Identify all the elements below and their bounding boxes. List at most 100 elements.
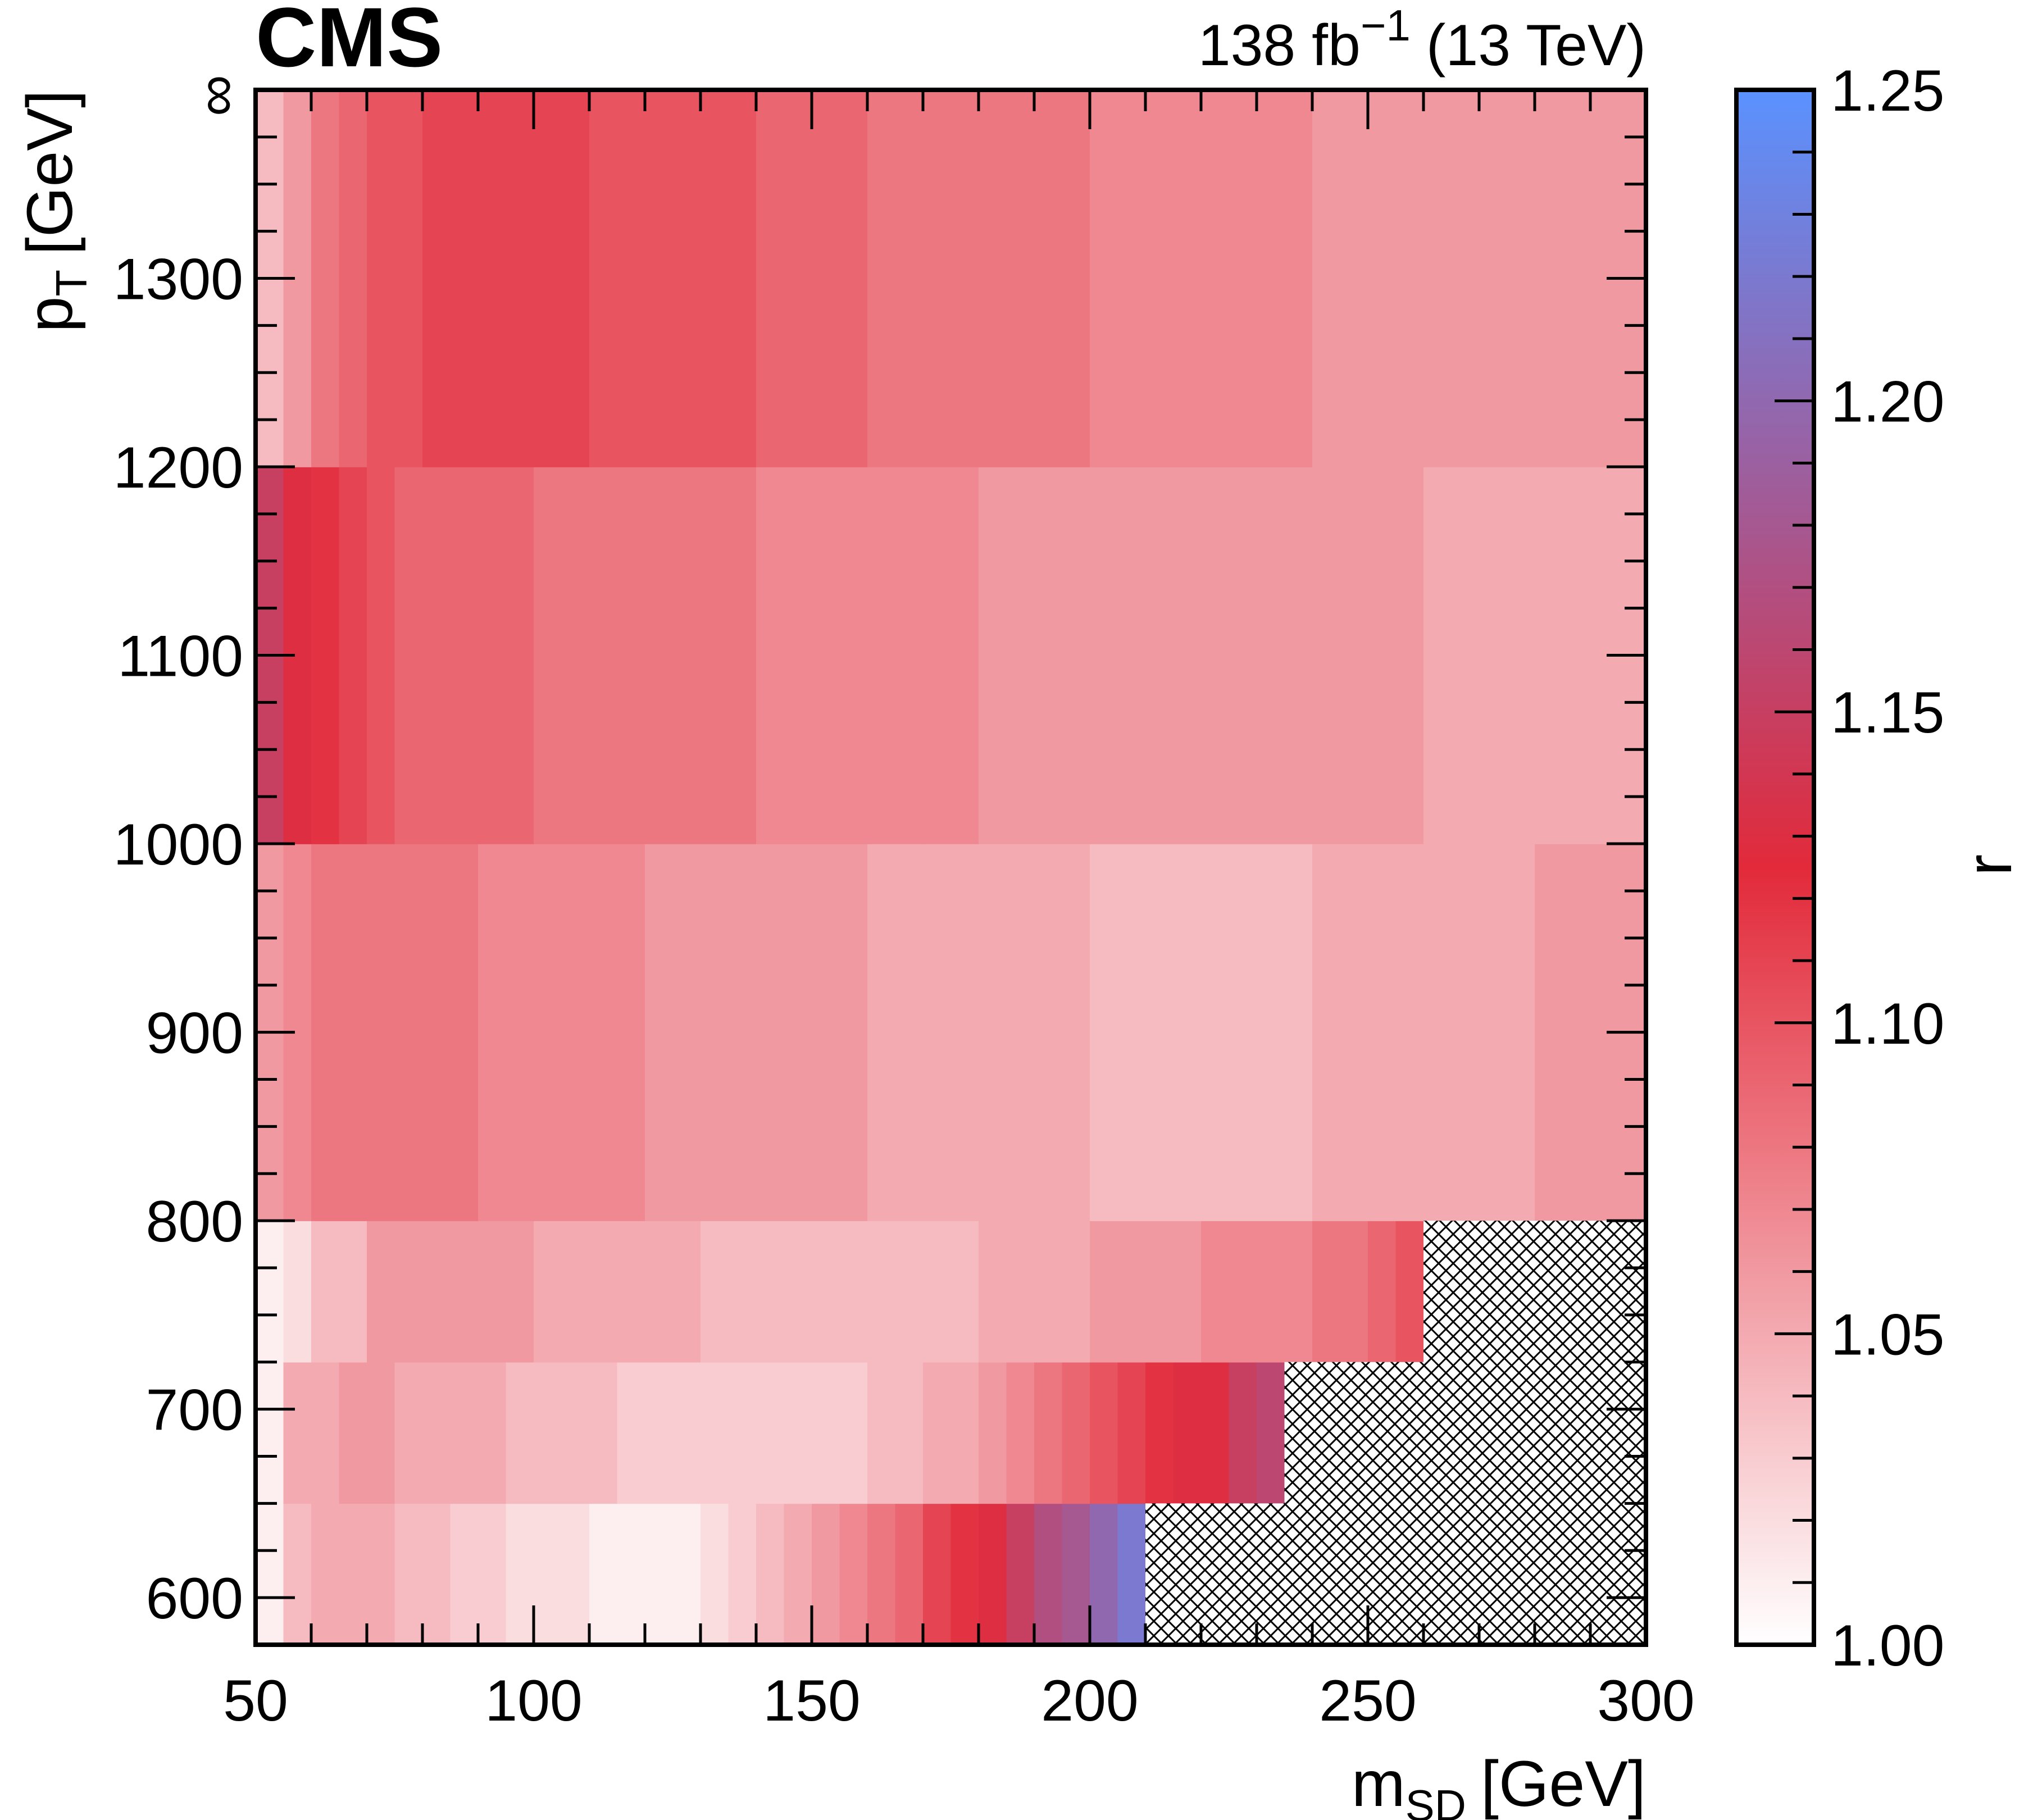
heatmap-cell <box>1034 1503 1063 1645</box>
heatmap-cell <box>1201 90 1313 467</box>
heatmap-cell <box>367 844 423 1221</box>
heatmap-cell <box>256 1362 284 1504</box>
heatmap-cell <box>1423 90 1535 467</box>
heatmap-cell <box>1201 467 1313 844</box>
y-tick-label: 800 <box>145 1189 243 1254</box>
heatmap-cell <box>979 1221 1035 1363</box>
heatmap-cell <box>1090 844 1202 1221</box>
heatmap-cell <box>617 1362 674 1504</box>
heatmap-cell <box>1062 1362 1090 1504</box>
heatmap-cell <box>979 1503 1007 1645</box>
lumi-label: 138 fb−1 (13 TeV) <box>1198 1 1646 78</box>
heatmap-cell <box>589 467 645 844</box>
heatmap-cell <box>422 90 479 467</box>
heatmap-cell <box>979 90 1090 467</box>
heatmap-cell <box>812 90 868 467</box>
heatmap-cell <box>1090 1221 1146 1363</box>
heatmap-cell <box>339 1503 367 1645</box>
heatmap-cell <box>1117 1503 1146 1645</box>
heatmap-cell <box>534 844 590 1221</box>
y-axis-title-sub: T <box>47 270 96 297</box>
heatmap-cell <box>950 1503 979 1645</box>
heatmap-cell <box>645 90 701 467</box>
x-axis-title-unit: [GeV] <box>1481 1748 1646 1820</box>
colorbar-title: r <box>1953 854 2024 876</box>
heatmap-cell <box>1312 1221 1341 1363</box>
heatmap-cell <box>311 1221 367 1363</box>
heatmap-cell <box>1145 1362 1174 1504</box>
heatmap-cell <box>534 1221 590 1363</box>
heatmap-cell <box>923 1362 952 1504</box>
heatmap-cell <box>589 90 645 467</box>
y-axis-title: pT [GeV] <box>14 90 96 333</box>
heatmap-cell <box>1117 1362 1146 1504</box>
heatmap-cell <box>450 1362 507 1504</box>
heatmap-cell <box>394 1362 451 1504</box>
heatmap-cell <box>422 844 479 1221</box>
heatmap-cell <box>506 1362 562 1504</box>
heatmap-cell <box>311 1503 340 1645</box>
heatmap-cell <box>1312 90 1424 467</box>
heatmap-cell <box>645 1221 701 1363</box>
heatmap-cell <box>367 90 395 467</box>
colorbar-tick-labels: 1.00 1.05 1.10 1.15 1.20 1.25 <box>1831 58 1944 1678</box>
heatmap-cell <box>867 1221 979 1363</box>
heatmap-cell <box>506 1503 534 1645</box>
x-tick-label: 300 <box>1597 1668 1695 1733</box>
heatmap-cell <box>339 90 367 467</box>
x-tick-label: 200 <box>1041 1668 1139 1733</box>
heatmap-cell <box>311 90 340 467</box>
heatmap-cell <box>1340 1221 1368 1363</box>
heatmap-cell <box>1090 1362 1118 1504</box>
heatmap-cell <box>1201 1362 1230 1504</box>
heatmap-cell <box>394 90 423 467</box>
heatmap-cell <box>1173 1362 1202 1504</box>
heatmap-cell <box>450 1503 479 1645</box>
heatmap-cell <box>367 467 395 844</box>
heatmap-cell <box>256 1503 284 1645</box>
heatmap-cell <box>950 1362 979 1504</box>
colorbar-tick-label: 1.05 <box>1831 1302 1944 1367</box>
heatmap-cell <box>478 844 534 1221</box>
plot-frame <box>253 88 1648 1647</box>
y-tick-label: 1200 <box>113 435 243 501</box>
heatmap-cell <box>478 90 534 467</box>
heatmap-cell <box>979 844 1090 1221</box>
heatmap-cell <box>1395 1221 1424 1363</box>
heatmap-cell <box>867 90 924 467</box>
heatmap-cell <box>756 1221 812 1363</box>
heatmap-cell <box>701 467 757 844</box>
heatmap-cell <box>1090 1503 1118 1645</box>
heatmap-cell <box>283 1503 312 1645</box>
colorbar-tick-label: 1.20 <box>1831 370 1944 435</box>
heatmap-cell <box>283 1221 312 1363</box>
heatmap-cell <box>1201 1221 1257 1363</box>
heatmap-cell <box>589 844 645 1221</box>
heatmap-cell <box>1090 467 1146 844</box>
heatmap-cell <box>1257 1221 1313 1363</box>
heatmap-cell <box>812 1221 868 1363</box>
heatmap-cell <box>867 1362 924 1504</box>
heatmap-cell <box>561 1362 618 1504</box>
heatmap-cell <box>867 844 924 1221</box>
x-tick-label: 250 <box>1319 1668 1417 1733</box>
heatmap-cell <box>534 1503 590 1645</box>
heatmap-cell <box>422 1503 451 1645</box>
hatched-region <box>1423 1221 1646 1362</box>
x-tick-label: 100 <box>485 1668 583 1733</box>
y-tick-label: 1000 <box>113 812 243 877</box>
heatmap-cell <box>283 1362 340 1504</box>
heatmap-cell <box>756 1503 785 1645</box>
heatmap-cell <box>339 467 367 844</box>
heatmap-cell <box>1090 90 1202 467</box>
lumi-energy: (13 TeV) <box>1426 13 1646 78</box>
heatmap-cell <box>812 1503 840 1645</box>
heatmap-cell <box>1423 467 1535 844</box>
heatmap-cell <box>1062 1503 1090 1645</box>
heatmap-cell <box>1034 1221 1090 1363</box>
colorbar-tick-label: 1.10 <box>1831 991 1944 1057</box>
heatmap-cell <box>589 1503 645 1645</box>
heatmap-cell <box>756 90 812 467</box>
x-axis-title-sub: SD <box>1406 1781 1466 1820</box>
